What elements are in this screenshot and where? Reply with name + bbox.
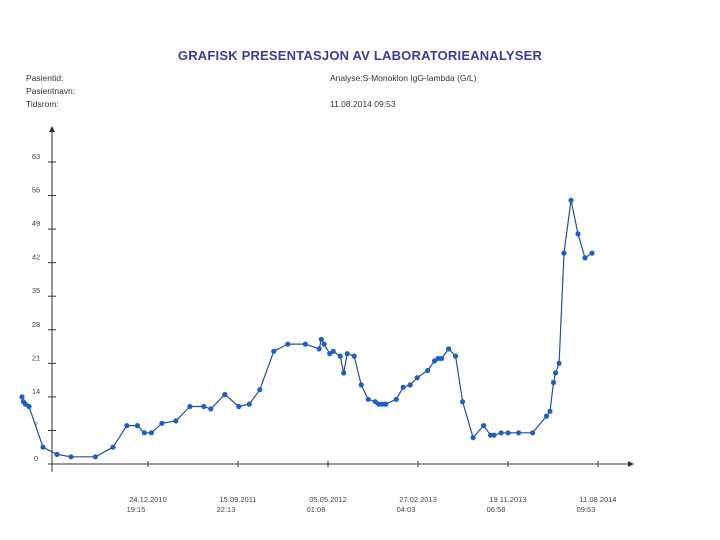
y-tick-label: 63 xyxy=(32,152,40,161)
data-point xyxy=(124,423,130,429)
y-axis-arrow xyxy=(49,126,55,132)
chart-title: GRAFISK PRESENTASJON AV LABORATORIEANALY… xyxy=(177,48,543,63)
x-tick-time: 04:03 xyxy=(397,505,416,514)
data-point xyxy=(285,341,291,347)
data-point xyxy=(425,367,431,374)
data-point xyxy=(302,341,308,347)
y-tick-label: 56 xyxy=(32,186,40,195)
data-point xyxy=(26,403,32,410)
data-point xyxy=(491,432,497,438)
data-point xyxy=(159,420,165,426)
data-point xyxy=(92,454,98,460)
series-line xyxy=(21,199,593,458)
y-tick-label: 21 xyxy=(32,353,40,362)
data-point xyxy=(481,423,487,429)
data-point xyxy=(365,396,371,402)
data-point xyxy=(561,250,567,256)
data-point xyxy=(589,250,595,256)
x-tick-date: 11.08.2014 xyxy=(580,495,617,504)
data-point xyxy=(148,430,154,436)
data-point xyxy=(582,255,588,261)
data-point xyxy=(110,444,116,450)
data-point xyxy=(344,351,350,357)
x-tick-date: 05.05.2012 xyxy=(309,495,347,504)
y-tick-label: 28 xyxy=(32,320,40,329)
analysis-label: Analyse:S-Monoklon IgG-lambda (G/L) xyxy=(330,73,477,83)
data-point xyxy=(575,231,581,237)
data-point xyxy=(407,382,413,388)
data-point xyxy=(141,430,147,436)
data-point xyxy=(236,403,242,410)
data-point xyxy=(446,346,452,352)
data-point xyxy=(271,348,277,354)
data-point xyxy=(54,451,60,457)
x-tick-time: 09:53 xyxy=(577,505,596,514)
analysis-info: Analyse:S-Monoklon IgG-lambda (G/L) 11.0… xyxy=(330,72,476,111)
data-point xyxy=(439,355,445,362)
data-point xyxy=(208,406,214,412)
x-tick-time: 22:13 xyxy=(217,505,236,514)
data-point xyxy=(246,401,252,407)
data-point xyxy=(383,401,389,407)
data-point xyxy=(321,341,327,347)
patient-name-label: Pasientnavn: xyxy=(26,86,76,96)
y-tick-label: 14 xyxy=(32,387,40,396)
x-tick-date: 27.02.2013 xyxy=(399,495,437,504)
data-point xyxy=(470,435,476,441)
data-point xyxy=(19,394,25,400)
x-tick-date: 15.09.2011 xyxy=(220,495,257,504)
data-point xyxy=(134,423,140,429)
data-point xyxy=(460,399,466,405)
data-point xyxy=(187,403,193,410)
y-tick-label: 42 xyxy=(32,253,40,262)
data-point xyxy=(550,379,557,386)
y-tick-label: 49 xyxy=(32,219,40,228)
data-point xyxy=(400,384,406,390)
x-tick-time: 01:08 xyxy=(307,505,326,514)
data-point xyxy=(553,370,559,376)
x-axis-arrow xyxy=(628,461,634,467)
x-tick-date: 19.11.2013 xyxy=(490,495,527,504)
data-point xyxy=(222,391,228,398)
data-point xyxy=(530,430,536,436)
data-point xyxy=(498,430,504,436)
data-point xyxy=(505,430,511,436)
timestamp-label: Tidsrom: xyxy=(26,99,59,109)
data-point xyxy=(568,197,574,203)
data-point xyxy=(556,360,562,366)
data-point xyxy=(358,382,364,388)
data-point xyxy=(453,353,459,359)
x-tick-time: 19:15 xyxy=(127,505,146,514)
data-point xyxy=(257,387,263,393)
data-point xyxy=(337,353,343,359)
data-point xyxy=(330,348,336,354)
data-point xyxy=(173,418,179,424)
data-point xyxy=(393,396,399,402)
analysis-time: 11.08.2014 09:53 xyxy=(330,99,396,109)
data-point xyxy=(516,430,522,436)
patient-info: Pasientid: Pasientnavn: Tidsrom: xyxy=(26,72,75,111)
y-tick-label: 0 xyxy=(34,454,38,463)
data-point xyxy=(318,336,324,342)
data-point xyxy=(316,346,322,352)
data-point xyxy=(201,403,207,410)
y-tick-label: 7 xyxy=(34,420,38,429)
data-point xyxy=(414,375,420,381)
data-point xyxy=(40,444,46,450)
data-point xyxy=(68,454,74,460)
data-point xyxy=(547,408,553,414)
data-point xyxy=(351,353,357,359)
y-tick-label: 35 xyxy=(32,286,40,295)
data-point xyxy=(341,370,347,376)
x-tick-time: 06:58 xyxy=(487,505,506,514)
x-tick-date: 24.12.2010 xyxy=(129,495,167,504)
patient-id-label: Pasientid: xyxy=(26,73,64,83)
data-point xyxy=(543,413,550,419)
